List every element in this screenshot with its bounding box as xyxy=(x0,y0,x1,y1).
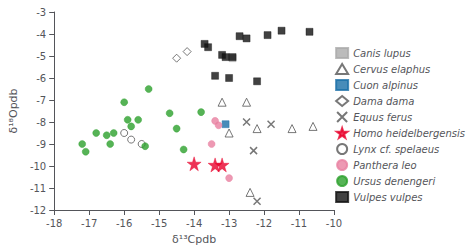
svg-text:Dama dama: Dama dama xyxy=(353,96,414,107)
svg-text:Cervus elaphus: Cervus elaphus xyxy=(353,64,430,75)
svg-text:-8: -8 xyxy=(36,117,46,128)
svg-text:-12: -12 xyxy=(256,218,272,229)
svg-text:Ursus denengeri: Ursus denengeri xyxy=(353,176,435,187)
svg-text:-14: -14 xyxy=(186,218,202,229)
svg-text:-11: -11 xyxy=(30,183,46,194)
svg-text:-3: -3 xyxy=(36,7,46,18)
svg-text:-16: -16 xyxy=(116,218,132,229)
svg-text:-10: -10 xyxy=(30,161,46,172)
svg-text:-5: -5 xyxy=(36,51,46,62)
svg-text:Homo heidelbergensis: Homo heidelbergensis xyxy=(353,128,465,139)
svg-text:Lynx cf. spelaeus: Lynx cf. spelaeus xyxy=(353,144,439,155)
svg-text:-17: -17 xyxy=(81,218,97,229)
svg-text:Cuon alpinus: Cuon alpinus xyxy=(353,80,418,91)
svg-text:-6: -6 xyxy=(36,73,46,84)
svg-text:-4: -4 xyxy=(36,29,46,40)
svg-text:-18: -18 xyxy=(46,218,62,229)
svg-text:δ¹⁸Opdb: δ¹⁸Opdb xyxy=(7,88,20,133)
svg-text:-7: -7 xyxy=(36,95,46,106)
svg-text:-15: -15 xyxy=(151,218,167,229)
svg-text:Canis lupus: Canis lupus xyxy=(353,48,411,59)
svg-text:-11: -11 xyxy=(291,218,307,229)
svg-text:-10: -10 xyxy=(326,218,342,229)
svg-text:-9: -9 xyxy=(36,139,46,150)
svg-text:Vulpes vulpes: Vulpes vulpes xyxy=(353,192,422,203)
svg-text:Panthera leo: Panthera leo xyxy=(353,160,416,171)
svg-text:Equus ferus: Equus ferus xyxy=(353,112,412,123)
svg-text:-13: -13 xyxy=(221,218,237,229)
svg-text:δ¹³Cpdb: δ¹³Cpdb xyxy=(172,233,216,246)
svg-text:-12: -12 xyxy=(30,205,46,216)
